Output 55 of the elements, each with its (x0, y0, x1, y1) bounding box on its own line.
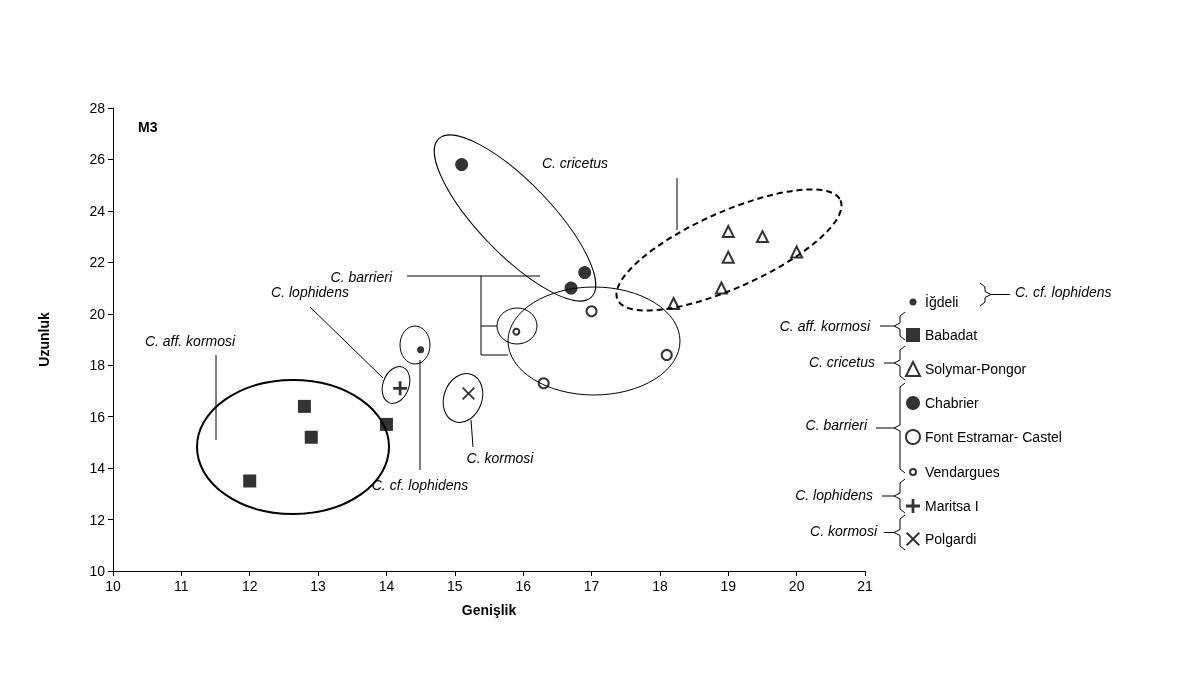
point (297, 399, 311, 413)
y-tick-label: 16 (89, 408, 106, 425)
text: C. cf. lophidens (1015, 284, 1112, 300)
x-tick-label: 17 (583, 578, 600, 594)
point (755, 230, 769, 244)
x-tick-label: 11 (174, 578, 189, 594)
legend-label: Polgardi (925, 531, 977, 547)
x-tick-label: 16 (515, 578, 532, 594)
annotation: C. cricetus (808, 354, 875, 370)
y-tick-label: 22 (89, 254, 106, 271)
x-axis-title: Genişlik (461, 602, 517, 618)
y-tick-label: 24 (89, 202, 106, 219)
y-tick-label: 10 (89, 563, 106, 579)
y-tick-label: 18 (89, 357, 106, 374)
y-tick-label: 12 (89, 511, 106, 528)
annotation: C. aff. kormosi (144, 333, 237, 349)
legend-label: Maritsa I (925, 498, 979, 514)
legend-label: Babadat (925, 327, 978, 343)
x-tick-label: 14 (378, 578, 395, 594)
legend-label: Vendargues (925, 464, 1000, 480)
legend-label: İğdeli (925, 293, 959, 310)
annotation: C. lophidens (271, 284, 349, 300)
x-tick-label: 19 (720, 578, 737, 594)
y-tick-label: 28 (89, 100, 106, 116)
annotation: C. lophidens (795, 487, 873, 503)
x-tick-label: 10 (105, 578, 121, 594)
y-tick-label: 14 (89, 460, 106, 477)
annotation: C. cricetus (541, 155, 609, 171)
x-tick-label: 20 (788, 578, 805, 594)
y-tick-label: 20 (89, 305, 106, 322)
x-tick-label: 18 (652, 578, 668, 594)
annotation: M3 (138, 119, 158, 135)
y-tick-label: 26 (89, 151, 106, 168)
point (714, 281, 728, 295)
point (585, 305, 598, 318)
x-tick-label: 12 (241, 578, 258, 594)
annotation: C. aff. kormosi (779, 318, 871, 334)
x-tick-label: 13 (310, 578, 327, 594)
point (455, 158, 469, 172)
annotation: C. kormosi (466, 450, 535, 466)
x-tick-label: 15 (447, 578, 463, 594)
annotation: C. barrieri (330, 269, 393, 285)
legend-label: Chabrier (925, 395, 980, 411)
y-axis-title: Uzunluk (36, 312, 52, 367)
annotation: C. barrieri (805, 417, 868, 433)
point (304, 430, 318, 444)
x-tick-label: 21 (857, 578, 873, 594)
point (721, 250, 735, 264)
legend-label: Solymar-Pongor (925, 361, 1027, 377)
annotation: C. kormosi (810, 523, 878, 539)
legend-label: Font Estramar- Castel (925, 429, 1062, 445)
point (243, 474, 257, 488)
point (660, 348, 673, 361)
point (721, 224, 735, 238)
point (578, 266, 592, 280)
